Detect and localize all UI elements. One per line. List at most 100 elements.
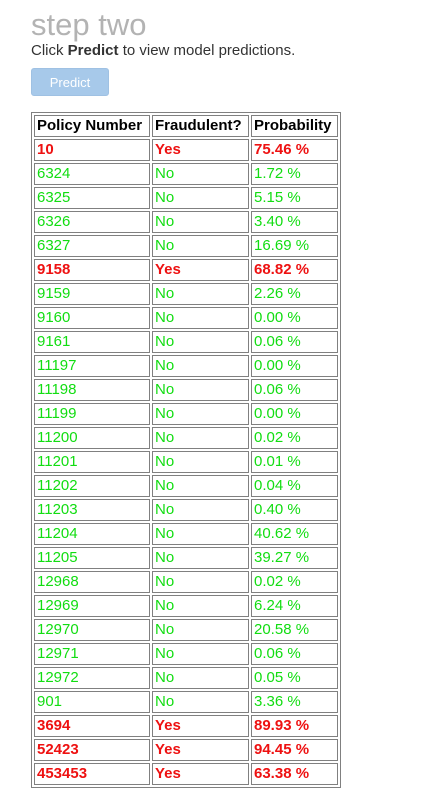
- policy-number-cell: 9159: [34, 283, 150, 305]
- probability-cell: 0.06 %: [251, 643, 338, 665]
- table-row: 9158 Yes 68.82 %: [34, 259, 338, 281]
- fraudulent-cell: No: [152, 547, 249, 569]
- fraudulent-cell: No: [152, 619, 249, 641]
- fraudulent-cell: No: [152, 283, 249, 305]
- fraudulent-cell: No: [152, 499, 249, 521]
- probability-cell: 75.46 %: [251, 139, 338, 161]
- table-row: 12968 No 0.02 %: [34, 571, 338, 593]
- policy-number-cell: 9161: [34, 331, 150, 353]
- table-row: 11204 No 40.62 %: [34, 523, 338, 545]
- table-row: 901 No 3.36 %: [34, 691, 338, 713]
- probability-cell: 0.01 %: [251, 451, 338, 473]
- policy-number-cell: 6327: [34, 235, 150, 257]
- probability-cell: 3.40 %: [251, 211, 338, 233]
- table-row: 9159 No 2.26 %: [34, 283, 338, 305]
- table-row: 11199 No 0.00 %: [34, 403, 338, 425]
- table-row: 6324 No 1.72 %: [34, 163, 338, 185]
- probability-cell: 0.00 %: [251, 307, 338, 329]
- probability-cell: 39.27 %: [251, 547, 338, 569]
- fraudulent-cell: No: [152, 403, 249, 425]
- policy-number-cell: 11204: [34, 523, 150, 545]
- policy-number-cell: 9158: [34, 259, 150, 281]
- table-row: 52423 Yes 94.45 %: [34, 739, 338, 761]
- fraudulent-cell: Yes: [152, 139, 249, 161]
- policy-number-cell: 12971: [34, 643, 150, 665]
- probability-cell: 40.62 %: [251, 523, 338, 545]
- probability-cell: 63.38 %: [251, 763, 338, 785]
- fraudulent-cell: No: [152, 523, 249, 545]
- table-row: 12969 No 6.24 %: [34, 595, 338, 617]
- header-probability: Probability: [251, 115, 338, 137]
- probability-cell: 1.72 %: [251, 163, 338, 185]
- table-row: 6327 No 16.69 %: [34, 235, 338, 257]
- table-row: 453453 Yes 63.38 %: [34, 763, 338, 785]
- table-row: 6326 No 3.40 %: [34, 211, 338, 233]
- policy-number-cell: 52423: [34, 739, 150, 761]
- fraudulent-cell: Yes: [152, 259, 249, 281]
- probability-cell: 0.02 %: [251, 571, 338, 593]
- probability-cell: 94.45 %: [251, 739, 338, 761]
- fraudulent-cell: No: [152, 331, 249, 353]
- predict-button[interactable]: Predict: [31, 68, 109, 96]
- fraudulent-cell: No: [152, 355, 249, 377]
- fraudulent-cell: No: [152, 643, 249, 665]
- table-row: 11201 No 0.01 %: [34, 451, 338, 473]
- step-title: step two: [31, 7, 147, 42]
- probability-cell: 0.00 %: [251, 403, 338, 425]
- table-row: 11205 No 39.27 %: [34, 547, 338, 569]
- fraudulent-cell: No: [152, 187, 249, 209]
- probability-cell: 2.26 %: [251, 283, 338, 305]
- table-row: 9160 No 0.00 %: [34, 307, 338, 329]
- probability-cell: 5.15 %: [251, 187, 338, 209]
- instruction-prefix: Click: [31, 42, 68, 59]
- policy-number-cell: 11197: [34, 355, 150, 377]
- table-row: 9161 No 0.06 %: [34, 331, 338, 353]
- table-row: 10 Yes 75.46 %: [34, 139, 338, 161]
- fraudulent-cell: No: [152, 691, 249, 713]
- fraudulent-cell: No: [152, 307, 249, 329]
- policy-number-cell: 6324: [34, 163, 150, 185]
- policy-number-cell: 10: [34, 139, 150, 161]
- policy-number-cell: 11198: [34, 379, 150, 401]
- probability-cell: 0.00 %: [251, 355, 338, 377]
- fraudulent-cell: No: [152, 163, 249, 185]
- table-row: 11197 No 0.00 %: [34, 355, 338, 377]
- table-row: 11203 No 0.40 %: [34, 499, 338, 521]
- fraudulent-cell: No: [152, 451, 249, 473]
- policy-number-cell: 901: [34, 691, 150, 713]
- header-policy-number: Policy Number: [34, 115, 150, 137]
- policy-number-cell: 3694: [34, 715, 150, 737]
- fraudulent-cell: No: [152, 475, 249, 497]
- policy-number-cell: 9160: [34, 307, 150, 329]
- fraudulent-cell: No: [152, 235, 249, 257]
- fraudulent-cell: Yes: [152, 763, 249, 785]
- policy-number-cell: 12972: [34, 667, 150, 689]
- table-row: 12971 No 0.06 %: [34, 643, 338, 665]
- header-fraudulent: Fraudulent?: [152, 115, 249, 137]
- table-row: 3694 Yes 89.93 %: [34, 715, 338, 737]
- probability-cell: 6.24 %: [251, 595, 338, 617]
- table-row: 11198 No 0.06 %: [34, 379, 338, 401]
- policy-number-cell: 453453: [34, 763, 150, 785]
- table-row: 12972 No 0.05 %: [34, 667, 338, 689]
- table-row: 11200 No 0.02 %: [34, 427, 338, 449]
- probability-cell: 68.82 %: [251, 259, 338, 281]
- probability-cell: 0.06 %: [251, 331, 338, 353]
- fraudulent-cell: No: [152, 211, 249, 233]
- policy-number-cell: 6326: [34, 211, 150, 233]
- table-row: 12970 No 20.58 %: [34, 619, 338, 641]
- policy-number-cell: 12969: [34, 595, 150, 617]
- instruction-suffix: to view model predictions.: [118, 42, 296, 59]
- fraudulent-cell: Yes: [152, 739, 249, 761]
- policy-number-cell: 12970: [34, 619, 150, 641]
- probability-cell: 0.40 %: [251, 499, 338, 521]
- probability-cell: 0.04 %: [251, 475, 338, 497]
- policy-number-cell: 11203: [34, 499, 150, 521]
- policy-number-cell: 11201: [34, 451, 150, 473]
- probability-cell: 89.93 %: [251, 715, 338, 737]
- policy-number-cell: 11200: [34, 427, 150, 449]
- step-two-section: step two Click Predict to view model pre…: [31, 0, 295, 96]
- fraudulent-cell: No: [152, 571, 249, 593]
- policy-number-cell: 11205: [34, 547, 150, 569]
- probability-cell: 20.58 %: [251, 619, 338, 641]
